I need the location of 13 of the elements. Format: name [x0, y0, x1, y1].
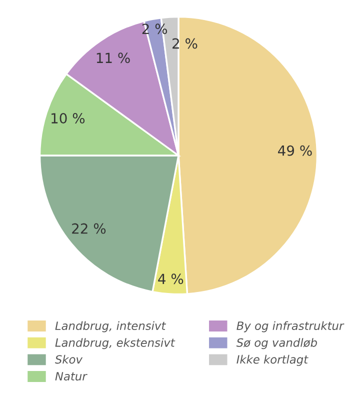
legend-label: Landbrug, ekstensivt — [55, 338, 176, 350]
legend-label: Sø og vandløb — [236, 338, 317, 350]
legend-label: Ikke kortlagt — [236, 354, 308, 366]
data-label: 11 % — [96, 52, 130, 64]
data-label: 4 % — [158, 274, 184, 284]
legend-label: By og infrastruktur — [236, 321, 344, 332]
data-label: 10 % — [52, 113, 85, 124]
legend-label: Skov — [55, 354, 83, 364]
data-label: 2 % — [172, 38, 198, 49]
legend-label: Natur — [55, 372, 88, 381]
data-label: 22 % — [72, 223, 106, 234]
data-label: 49 % — [278, 145, 312, 156]
legend-label: Landbrug, intensivt — [55, 321, 166, 332]
